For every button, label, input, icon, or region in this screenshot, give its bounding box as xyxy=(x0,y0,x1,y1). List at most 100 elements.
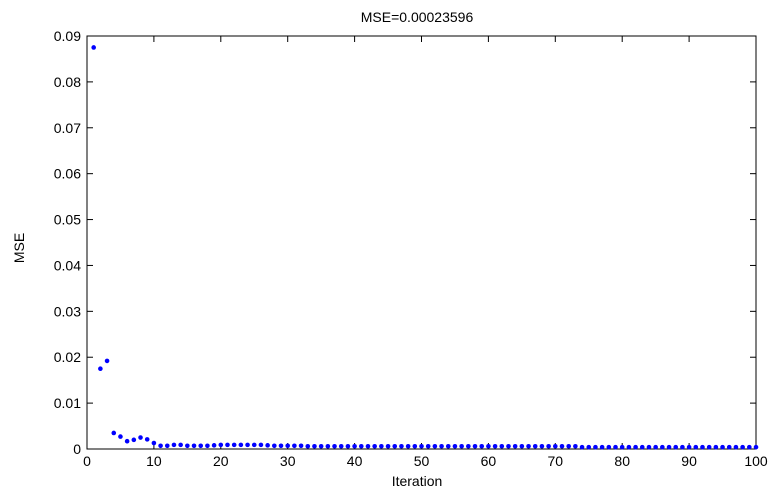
data-point xyxy=(566,443,571,449)
data-point xyxy=(211,443,217,448)
data-point xyxy=(158,443,163,449)
data-point xyxy=(272,443,277,449)
data-point xyxy=(599,444,605,450)
data-point xyxy=(747,444,752,450)
y-tick-label: 0.03 xyxy=(54,303,81,319)
data-point xyxy=(720,444,725,450)
data-point xyxy=(178,442,183,448)
data-point xyxy=(245,442,250,448)
data-point xyxy=(305,443,311,449)
data-point xyxy=(666,444,672,450)
data-point xyxy=(292,443,297,449)
data-point xyxy=(532,443,538,449)
data-point xyxy=(285,443,291,449)
data-point xyxy=(171,442,177,448)
data-point xyxy=(124,438,130,444)
data-point xyxy=(318,443,324,449)
data-point xyxy=(399,443,404,449)
data-point xyxy=(439,443,444,449)
data-point xyxy=(345,443,351,449)
data-point xyxy=(258,442,264,448)
y-axis-tick-labels: 0 0.01 0.02 0.03 0.04 0.05 0.06 0.07 0.08 0.09 xyxy=(54,28,81,457)
data-point xyxy=(412,443,418,449)
y-tick-label: 0.08 xyxy=(54,74,81,90)
data-point xyxy=(164,443,170,449)
data-point xyxy=(372,443,377,449)
data-point xyxy=(205,443,210,449)
data-point xyxy=(332,443,337,449)
x-axis-label: Iteration xyxy=(392,473,443,489)
y-tick-label: 0.04 xyxy=(54,257,81,273)
data-point xyxy=(673,444,679,450)
data-point xyxy=(506,443,511,449)
data-point xyxy=(144,437,150,442)
data-point xyxy=(519,443,525,449)
data-point xyxy=(606,444,612,450)
data-point xyxy=(706,444,712,450)
data-series-points xyxy=(91,45,759,450)
data-point xyxy=(492,443,498,449)
data-point xyxy=(646,444,652,450)
x-tick-label: 20 xyxy=(213,453,229,469)
data-point xyxy=(573,443,578,449)
data-point xyxy=(231,442,237,448)
chart-title: MSE=0.00023596 xyxy=(361,9,474,25)
data-point xyxy=(352,443,357,449)
data-point xyxy=(131,437,137,443)
x-tick-label: 0 xyxy=(83,453,91,469)
data-point xyxy=(91,45,96,50)
data-point xyxy=(238,442,244,448)
data-point xyxy=(138,435,143,440)
x-tick-label: 100 xyxy=(744,453,768,469)
x-tick-label: 90 xyxy=(681,453,697,469)
x-tick-label: 30 xyxy=(280,453,296,469)
data-point xyxy=(733,444,739,450)
data-point xyxy=(466,443,471,449)
data-point xyxy=(539,443,545,449)
x-tick-label: 80 xyxy=(614,453,630,469)
data-point xyxy=(325,443,331,449)
data-point xyxy=(693,444,699,450)
data-point xyxy=(579,444,585,450)
data-point xyxy=(379,443,384,449)
data-point xyxy=(472,443,478,449)
data-point xyxy=(452,443,458,449)
data-point xyxy=(365,443,371,449)
data-point xyxy=(298,443,304,449)
data-point xyxy=(639,444,645,450)
data-point xyxy=(713,444,719,450)
x-tick-label: 50 xyxy=(414,453,430,469)
data-point xyxy=(225,442,230,448)
data-point xyxy=(686,444,692,450)
data-point xyxy=(251,442,257,448)
data-point xyxy=(191,443,197,449)
data-point xyxy=(653,444,658,450)
data-point xyxy=(526,443,531,449)
data-point xyxy=(385,443,391,449)
data-point xyxy=(459,443,464,449)
x-tick-label: 40 xyxy=(347,453,363,469)
data-point xyxy=(265,443,270,448)
y-tick-label: 0.09 xyxy=(54,28,81,44)
data-point xyxy=(626,444,632,450)
data-point xyxy=(98,366,103,371)
data-point xyxy=(753,444,759,450)
data-point xyxy=(726,444,732,450)
data-point xyxy=(185,443,190,449)
data-point xyxy=(593,444,598,450)
data-point xyxy=(104,358,110,364)
data-point xyxy=(278,443,284,449)
x-tick-label: 60 xyxy=(481,453,497,469)
data-point xyxy=(660,444,665,450)
data-point xyxy=(338,443,344,449)
x-tick-label: 10 xyxy=(146,453,162,469)
data-point xyxy=(111,430,117,436)
data-point xyxy=(700,444,705,450)
data-point xyxy=(486,443,491,449)
y-tick-label: 0.01 xyxy=(54,395,81,411)
data-point xyxy=(546,443,551,449)
data-point xyxy=(405,443,411,449)
y-tick-label: 0.06 xyxy=(54,166,81,182)
data-point xyxy=(432,443,438,449)
